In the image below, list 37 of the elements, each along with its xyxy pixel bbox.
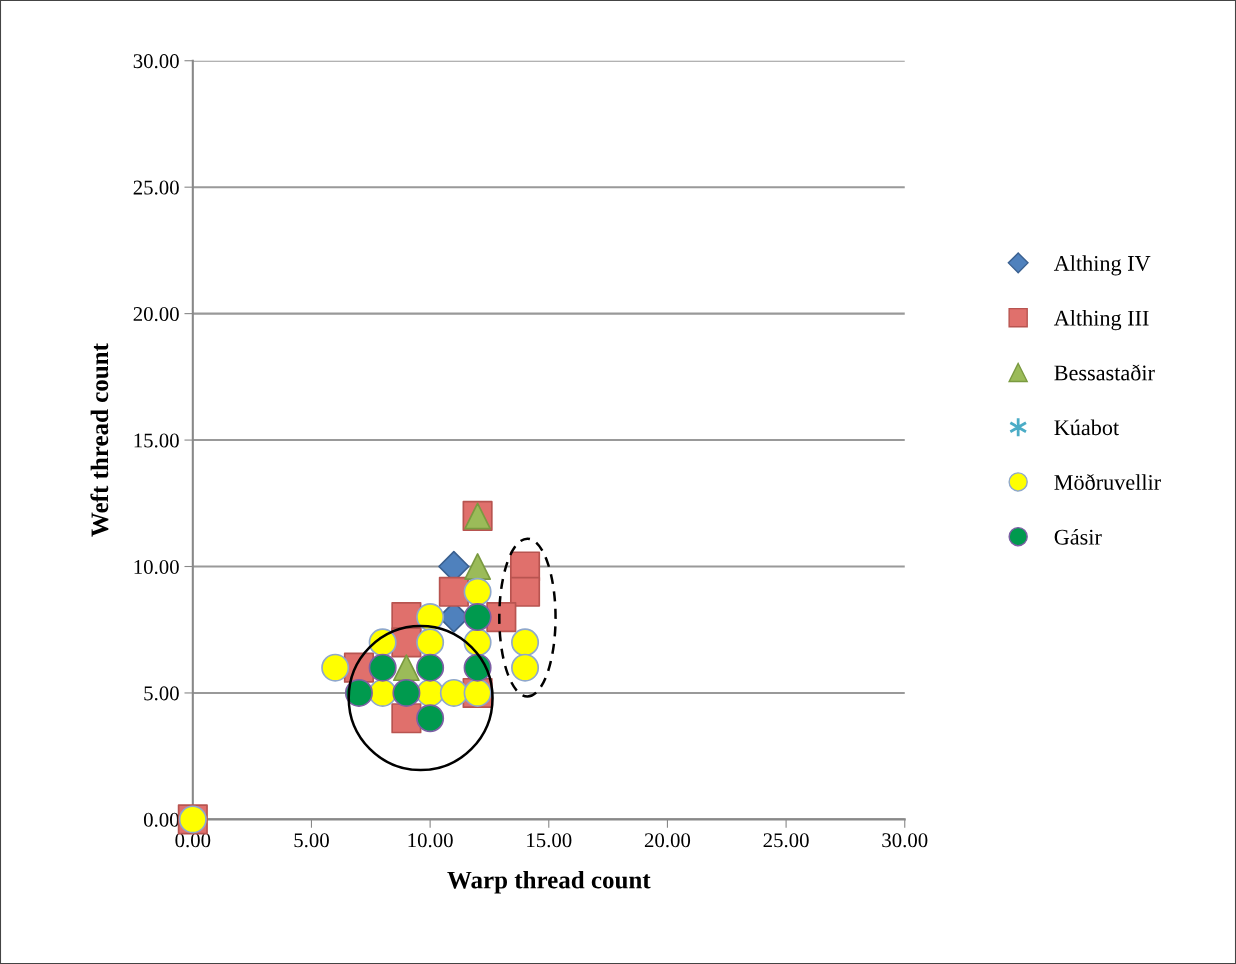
point bbox=[509, 576, 541, 607]
legend-label: Bessastaðir bbox=[1054, 364, 1155, 381]
point bbox=[392, 654, 420, 682]
legend-label: Althing III bbox=[1053, 310, 1149, 331]
x-tick-label: 20.00 bbox=[644, 833, 691, 848]
point bbox=[321, 653, 350, 682]
x-tick-label: 5.00 bbox=[294, 833, 329, 848]
y-axis-title: Weft thread count bbox=[90, 343, 109, 537]
point bbox=[511, 628, 540, 657]
y-tick-label: 25.00 bbox=[133, 180, 179, 195]
x-tick-label: 10.00 bbox=[408, 833, 453, 848]
x-tick-label: 30.00 bbox=[882, 833, 928, 848]
x-tick-label: 0.00 bbox=[175, 833, 211, 848]
x-axis-title: Warp thread count bbox=[447, 870, 651, 894]
legend-label: Kúabot bbox=[1054, 419, 1120, 436]
point bbox=[463, 577, 492, 606]
y-tick-label: 20.00 bbox=[133, 307, 179, 322]
y-tick-label: 30.00 bbox=[133, 54, 179, 69]
point bbox=[463, 603, 492, 632]
point bbox=[344, 678, 373, 707]
point bbox=[464, 553, 492, 580]
x-tick-label: 15.00 bbox=[527, 833, 572, 848]
point bbox=[416, 653, 445, 682]
point bbox=[439, 678, 468, 707]
point bbox=[511, 653, 540, 682]
point bbox=[416, 704, 445, 733]
point bbox=[416, 628, 445, 657]
y-tick-label: 0.00 bbox=[143, 812, 179, 827]
legend-label: Möðruvellir bbox=[1054, 474, 1161, 490]
legend-label: Althing IV bbox=[1053, 255, 1151, 276]
point bbox=[368, 653, 397, 682]
y-tick-label: 15.00 bbox=[134, 433, 179, 448]
point bbox=[392, 678, 421, 707]
x-tick-label: 25.00 bbox=[763, 833, 809, 848]
legend-label: Gásir bbox=[1054, 528, 1102, 545]
y-tick-label: 10.00 bbox=[134, 559, 179, 575]
y-tick-label: 5.00 bbox=[144, 686, 179, 701]
